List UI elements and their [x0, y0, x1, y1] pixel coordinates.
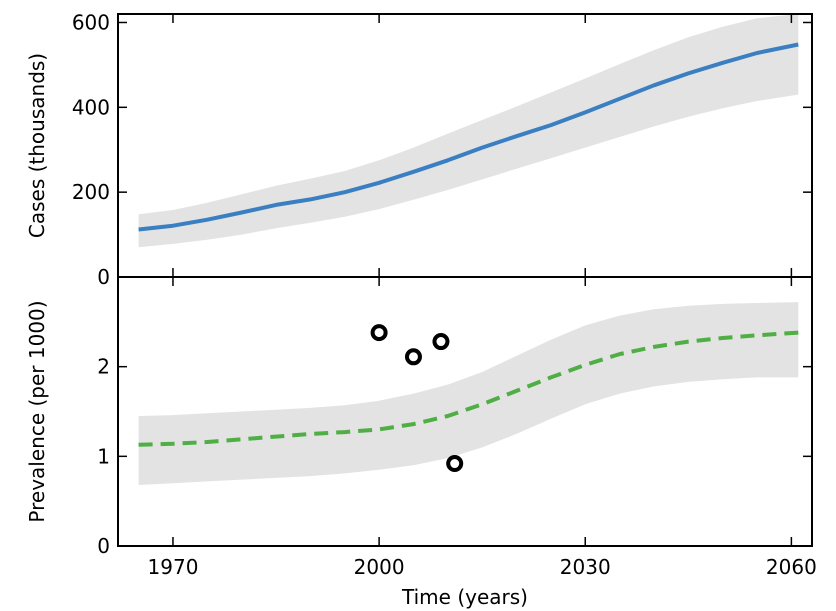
x-axis-label-time: Time (years): [401, 585, 528, 609]
confidence-band: [138, 302, 799, 485]
panel-bottom-prevalence: 1970 2000 2030 2060 0 1 2: [97, 276, 817, 579]
y-axis-label-cases: Cases (thousands): [25, 53, 49, 238]
prevalence-line: [138, 330, 799, 447]
observed-point: [446, 455, 464, 473]
cases-line: [138, 42, 799, 232]
y-tick-label: 200: [72, 180, 110, 204]
confidence-band: [138, 14, 799, 248]
x-tick-label: 2060: [766, 555, 817, 579]
observed-point: [370, 324, 388, 342]
x-tick-label: 1970: [148, 555, 199, 579]
plot-frame: [117, 276, 813, 547]
y-tick-label: 400: [72, 95, 110, 119]
x-tick-label: 2000: [354, 555, 405, 579]
observed-point: [432, 333, 450, 351]
observed-point: [404, 348, 422, 366]
y-axis-label-prevalence: Prevalence (per 1000): [25, 300, 49, 522]
y-tick-label: 2: [97, 355, 110, 379]
y-tick-label: 1: [97, 444, 110, 468]
y-tick-label: 600: [72, 10, 110, 34]
y-tick-label: 0: [97, 265, 110, 289]
x-tick-label: 2030: [560, 555, 611, 579]
y-tick-label: 0: [97, 534, 110, 558]
panel-top-cases: 0 200 400 600: [72, 10, 813, 289]
